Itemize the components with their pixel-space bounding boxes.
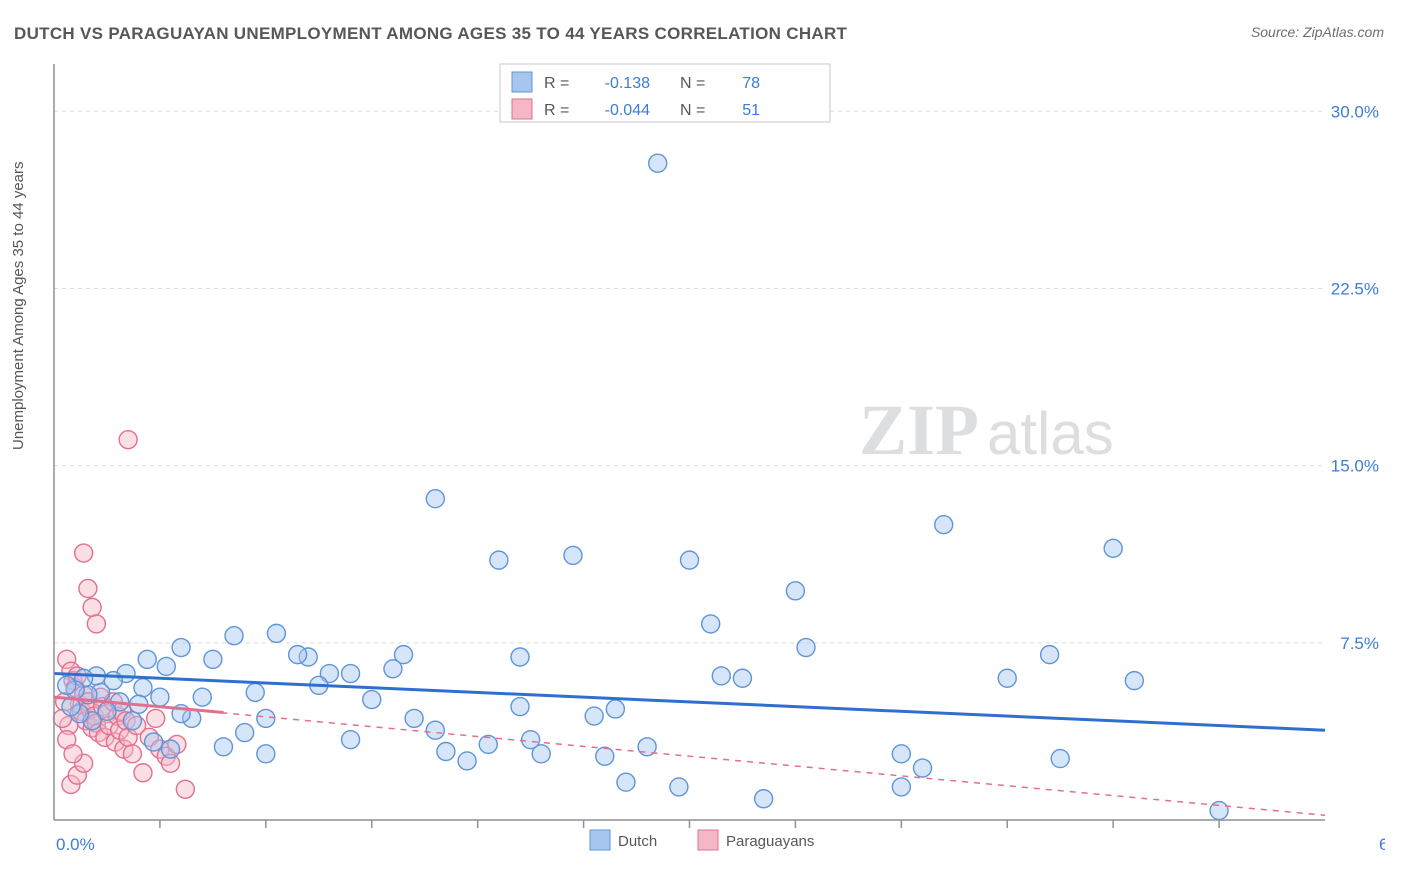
data-point-dutch <box>267 624 285 642</box>
stats-swatch <box>512 72 532 92</box>
watermark-atlas: atlas <box>987 400 1114 467</box>
data-point-dutch <box>490 551 508 569</box>
data-point-dutch <box>458 752 476 770</box>
data-point-dutch <box>151 688 169 706</box>
y-tick-label: 7.5% <box>1340 634 1379 653</box>
data-point-dutch <box>289 646 307 664</box>
chart-container: DUTCH VS PARAGUAYAN UNEMPLOYMENT AMONG A… <box>0 0 1406 892</box>
stats-n-value: 78 <box>742 75 760 92</box>
data-point-dutch <box>755 790 773 808</box>
data-point-dutch <box>511 698 529 716</box>
stats-n-label: N = <box>680 102 705 119</box>
legend-swatch <box>698 830 718 850</box>
chart-title: DUTCH VS PARAGUAYAN UNEMPLOYMENT AMONG A… <box>14 24 847 44</box>
data-point-dutch <box>426 721 444 739</box>
data-point-dutch <box>172 639 190 657</box>
data-point-dutch <box>914 759 932 777</box>
data-point-dutch <box>123 712 141 730</box>
stats-r-label: R = <box>544 102 569 119</box>
data-point-dutch <box>257 709 275 727</box>
trendline-paraguayans <box>54 697 1325 815</box>
data-point-dutch <box>342 731 360 749</box>
data-point-dutch <box>138 650 156 668</box>
stats-r-value: -0.138 <box>605 75 650 92</box>
data-point-dutch <box>1210 802 1228 820</box>
data-point-dutch <box>246 683 264 701</box>
data-point-dutch <box>617 773 635 791</box>
data-point-paraguayans <box>134 764 152 782</box>
data-point-dutch <box>405 709 423 727</box>
data-point-dutch <box>363 691 381 709</box>
data-point-paraguayans <box>83 598 101 616</box>
x-tick-label: 60.0% <box>1379 835 1385 854</box>
data-point-dutch <box>157 657 175 675</box>
watermark-zip: ZIP <box>859 390 979 470</box>
data-point-dutch <box>998 669 1016 687</box>
stats-r-label: R = <box>544 75 569 92</box>
legend-label: Paraguayans <box>726 833 814 850</box>
legend-swatch <box>590 830 610 850</box>
y-tick-label: 22.5% <box>1331 279 1379 298</box>
data-point-dutch <box>892 778 910 796</box>
data-point-dutch <box>797 639 815 657</box>
data-point-paraguayans <box>79 579 97 597</box>
data-point-dutch <box>606 700 624 718</box>
data-point-dutch <box>162 740 180 758</box>
data-point-paraguayans <box>119 431 137 449</box>
data-point-dutch <box>681 551 699 569</box>
data-point-dutch <box>145 733 163 751</box>
data-point-dutch <box>214 738 232 756</box>
stats-r-value: -0.044 <box>605 102 650 119</box>
data-point-dutch <box>786 582 804 600</box>
data-point-paraguayans <box>64 745 82 763</box>
data-point-dutch <box>702 615 720 633</box>
data-point-dutch <box>437 742 455 760</box>
data-point-dutch <box>1051 750 1069 768</box>
data-point-paraguayans <box>123 745 141 763</box>
data-point-dutch <box>58 676 76 694</box>
data-point-dutch <box>225 627 243 645</box>
data-point-dutch <box>384 660 402 678</box>
data-point-dutch <box>193 688 211 706</box>
data-point-dutch <box>935 516 953 534</box>
data-point-dutch <box>585 707 603 725</box>
data-point-dutch <box>1041 646 1059 664</box>
data-point-dutch <box>522 731 540 749</box>
data-point-dutch <box>134 679 152 697</box>
y-axis-label: Unemployment Among Ages 35 to 44 years <box>10 161 27 450</box>
data-point-dutch <box>257 745 275 763</box>
stats-swatch <box>512 99 532 119</box>
data-point-dutch <box>596 747 614 765</box>
data-point-dutch <box>342 665 360 683</box>
data-point-dutch <box>511 648 529 666</box>
y-tick-label: 30.0% <box>1331 102 1379 121</box>
data-point-dutch <box>236 724 254 742</box>
data-point-dutch <box>1125 672 1143 690</box>
x-tick-label: 0.0% <box>56 835 95 854</box>
data-point-paraguayans <box>147 709 165 727</box>
plot-area: 7.5%15.0%22.5%30.0%ZIPatlas0.0%60.0%R =-… <box>50 60 1385 820</box>
data-point-dutch <box>712 667 730 685</box>
data-point-dutch <box>733 669 751 687</box>
data-point-dutch <box>204 650 222 668</box>
data-point-paraguayans <box>176 780 194 798</box>
data-point-dutch <box>426 490 444 508</box>
stats-n-value: 51 <box>742 102 760 119</box>
legend-label: Dutch <box>618 833 657 850</box>
data-point-paraguayans <box>87 615 105 633</box>
data-point-dutch <box>1104 539 1122 557</box>
data-point-paraguayans <box>75 544 93 562</box>
data-point-dutch <box>892 745 910 763</box>
y-tick-label: 15.0% <box>1331 457 1379 476</box>
stats-n-label: N = <box>680 75 705 92</box>
data-point-dutch <box>649 154 667 172</box>
data-point-dutch <box>564 546 582 564</box>
source-attribution: Source: ZipAtlas.com <box>1251 24 1384 40</box>
data-point-dutch <box>670 778 688 796</box>
